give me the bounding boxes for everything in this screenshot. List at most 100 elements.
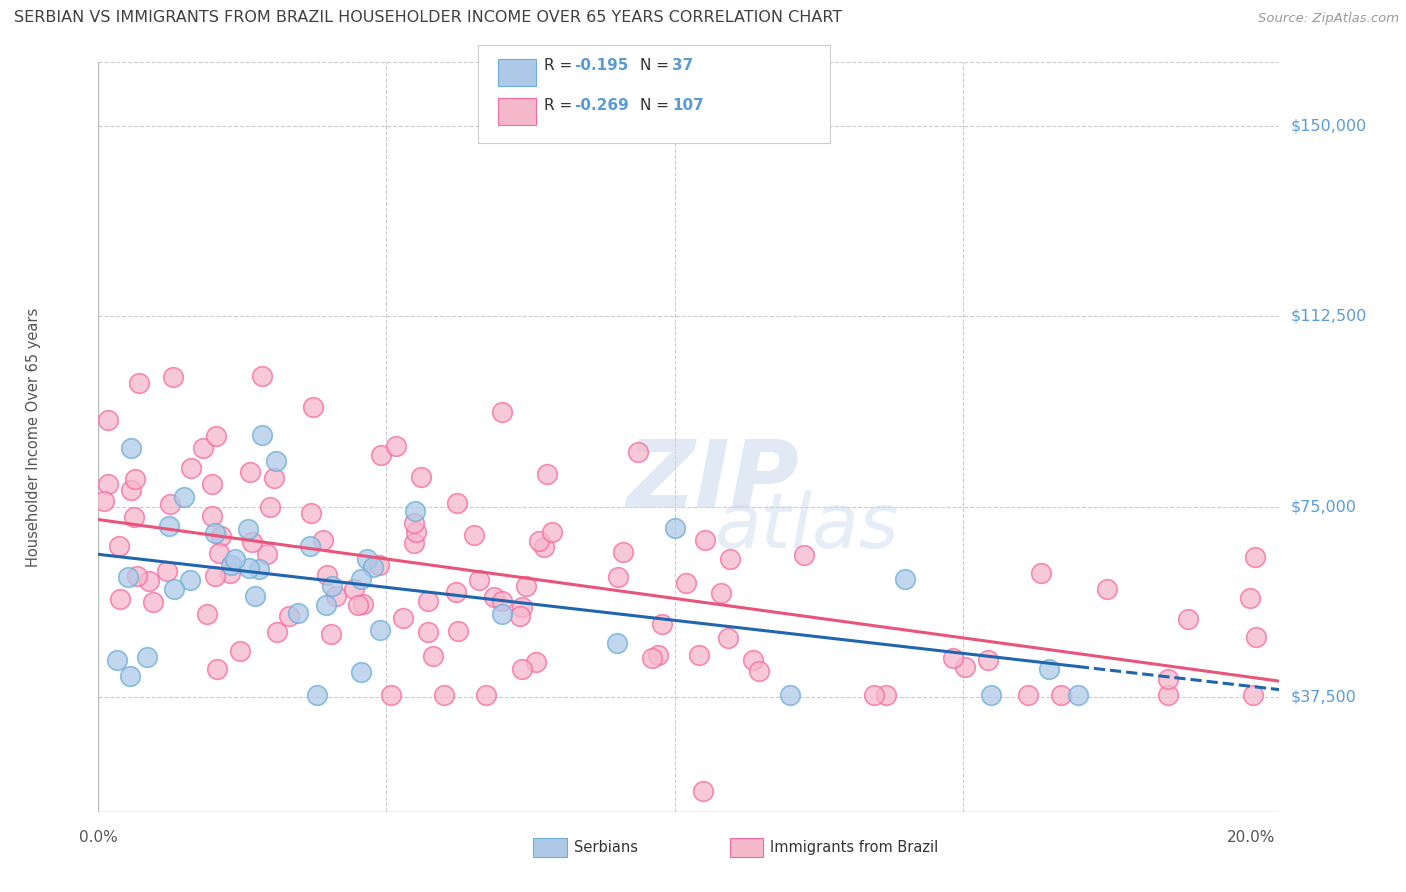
Point xyxy=(229,644,252,658)
Text: R =: R = xyxy=(544,98,578,112)
Point xyxy=(402,535,425,549)
Point xyxy=(301,400,323,414)
Text: $150,000: $150,000 xyxy=(1291,119,1367,134)
Point xyxy=(108,591,131,606)
Point xyxy=(250,428,273,442)
Point xyxy=(128,376,150,390)
Point xyxy=(475,688,498,702)
Point xyxy=(316,568,339,582)
Point xyxy=(612,545,634,559)
Point xyxy=(157,519,180,533)
Point xyxy=(405,524,427,539)
Point xyxy=(263,471,285,485)
Text: $75,000: $75,000 xyxy=(1291,500,1357,515)
Point xyxy=(361,560,384,574)
Point xyxy=(527,534,550,549)
Point xyxy=(509,609,531,624)
Point xyxy=(404,504,426,518)
Point xyxy=(980,688,1002,702)
Text: $112,500: $112,500 xyxy=(1291,309,1367,324)
Point xyxy=(201,477,224,491)
Point xyxy=(491,607,513,621)
Point xyxy=(536,467,558,482)
Point xyxy=(97,413,120,427)
Point xyxy=(105,653,128,667)
Point xyxy=(124,472,146,486)
Point xyxy=(138,574,160,589)
Point xyxy=(120,442,142,456)
Point xyxy=(510,662,533,676)
Point xyxy=(350,665,373,680)
Point xyxy=(651,617,673,632)
Point xyxy=(321,578,343,592)
Point xyxy=(120,483,142,498)
Point xyxy=(370,448,392,462)
Point xyxy=(942,651,965,665)
Point xyxy=(693,533,716,547)
Point xyxy=(463,528,485,542)
Point xyxy=(977,653,1000,667)
Point xyxy=(266,625,288,640)
Point xyxy=(491,594,513,608)
Point xyxy=(193,441,215,455)
Point xyxy=(135,649,157,664)
Point xyxy=(1050,688,1073,702)
Point xyxy=(510,600,533,615)
Point xyxy=(97,477,120,491)
Point xyxy=(793,548,815,562)
Point xyxy=(243,589,266,603)
Text: atlas: atlas xyxy=(714,490,900,564)
Text: Source: ZipAtlas.com: Source: ZipAtlas.com xyxy=(1258,12,1399,25)
Point xyxy=(418,625,440,640)
Point xyxy=(894,572,917,586)
Point xyxy=(118,669,141,683)
Point xyxy=(1241,688,1264,702)
Point xyxy=(346,598,368,612)
Point xyxy=(433,688,456,702)
Point xyxy=(219,566,242,581)
Point xyxy=(380,688,402,702)
Text: 0.0%: 0.0% xyxy=(79,830,118,846)
Point xyxy=(541,525,564,540)
Point xyxy=(180,461,202,475)
Text: R =: R = xyxy=(544,59,578,73)
Point xyxy=(1157,672,1180,686)
Point xyxy=(491,405,513,419)
Point xyxy=(692,784,714,798)
Point xyxy=(484,591,506,605)
Point xyxy=(350,572,373,586)
Point xyxy=(307,688,329,702)
Point xyxy=(1067,688,1090,702)
Point xyxy=(1156,688,1178,702)
Text: 20.0%: 20.0% xyxy=(1226,830,1275,846)
Point xyxy=(647,648,669,662)
Point xyxy=(418,593,440,607)
Point xyxy=(664,520,686,534)
Text: 37: 37 xyxy=(672,59,693,73)
Point xyxy=(447,624,470,639)
Point xyxy=(311,533,333,548)
Point xyxy=(370,623,392,637)
Point xyxy=(742,653,765,667)
Point xyxy=(127,569,149,583)
Text: -0.195: -0.195 xyxy=(574,59,628,73)
Point xyxy=(156,565,179,579)
Point xyxy=(315,598,337,612)
Point xyxy=(93,493,115,508)
Point xyxy=(1095,582,1118,596)
Text: ZIP: ZIP xyxy=(626,436,799,528)
Point xyxy=(385,439,408,453)
Point xyxy=(675,575,697,590)
Point xyxy=(779,688,801,702)
Text: SERBIAN VS IMMIGRANTS FROM BRAZIL HOUSEHOLDER INCOME OVER 65 YEARS CORRELATION C: SERBIAN VS IMMIGRANTS FROM BRAZIL HOUSEH… xyxy=(14,11,842,25)
Point xyxy=(1038,661,1060,675)
Point xyxy=(627,445,650,459)
Point xyxy=(142,594,165,608)
Point xyxy=(1177,612,1199,626)
Point xyxy=(422,648,444,663)
Point xyxy=(159,497,181,511)
Text: Immigrants from Brazil: Immigrants from Brazil xyxy=(770,840,939,855)
Point xyxy=(716,631,738,645)
Point xyxy=(863,688,886,702)
Point xyxy=(1031,566,1053,580)
